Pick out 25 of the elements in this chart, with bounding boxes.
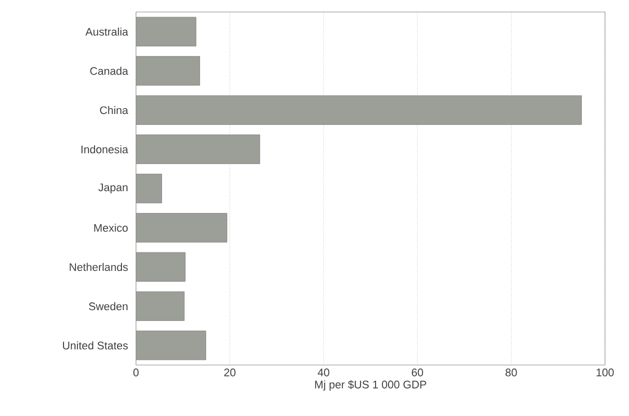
bar	[136, 95, 582, 125]
y-tick-label: Sweden	[88, 302, 128, 310]
bar	[136, 134, 260, 164]
x-tick-label: 60	[412, 368, 424, 376]
y-tick-label: Japan	[98, 184, 128, 194]
bar	[136, 174, 162, 204]
bar	[136, 291, 185, 321]
bar	[136, 16, 196, 46]
x-tick-label: 80	[506, 368, 517, 376]
y-tick-label: Netherlands	[70, 262, 128, 271]
bar	[136, 252, 186, 282]
bar	[136, 330, 206, 360]
bar	[136, 213, 228, 242]
x-tick-label: 20	[224, 368, 236, 376]
x-tick-label: 40	[318, 368, 330, 376]
y-tick-label: Indonesia	[82, 145, 128, 154]
y-tick-label: United States	[63, 341, 128, 350]
x-axis-title: Mj per $US 1 000 GDP	[315, 380, 426, 391]
y-tick-label: China	[100, 106, 128, 114]
y-tick-label: Mexico	[94, 224, 128, 232]
bar	[136, 56, 200, 86]
x-tick-label: 100	[596, 368, 614, 376]
x-tick-label: 0	[133, 368, 139, 376]
y-tick-label: Australia	[85, 28, 128, 36]
y-tick-label: Canada	[90, 66, 128, 75]
